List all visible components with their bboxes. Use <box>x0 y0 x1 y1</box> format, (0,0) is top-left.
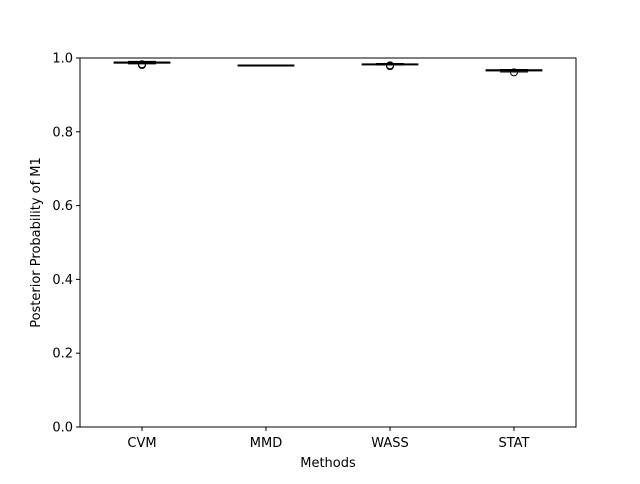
x-axis: CVM MMD WASS STAT <box>127 427 530 451</box>
y-axis-label: Posterior Probability of M1 <box>29 157 44 328</box>
x-tick-label: CVM <box>127 436 156 451</box>
y-axis: 0.0 0.2 0.4 0.6 0.8 1.0 <box>52 52 80 436</box>
y-tick-label: 0.0 <box>52 421 73 436</box>
outlier-point <box>386 62 394 71</box>
plot-area <box>113 60 543 77</box>
y-tick-label: 0.8 <box>52 125 73 140</box>
outlier-point <box>138 61 146 70</box>
outlier-point <box>510 68 518 77</box>
x-tick-label: MMD <box>250 436 282 451</box>
box-cvm <box>113 60 171 70</box>
box-wass <box>361 61 419 71</box>
y-tick-label: 1.0 <box>52 52 73 67</box>
y-tick-label: 0.4 <box>52 273 73 288</box>
x-axis-label: Methods <box>300 456 356 471</box>
box-mmd <box>237 64 295 67</box>
x-tick-label: STAT <box>498 436 529 451</box>
y-tick-label: 0.2 <box>52 347 73 362</box>
box-stat <box>485 68 543 77</box>
x-tick-label: WASS <box>371 436 409 451</box>
y-tick-label: 0.6 <box>52 199 73 214</box>
axes-frame <box>79 57 577 428</box>
